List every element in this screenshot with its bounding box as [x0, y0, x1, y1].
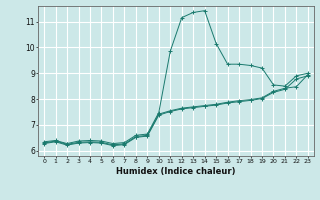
X-axis label: Humidex (Indice chaleur): Humidex (Indice chaleur): [116, 167, 236, 176]
